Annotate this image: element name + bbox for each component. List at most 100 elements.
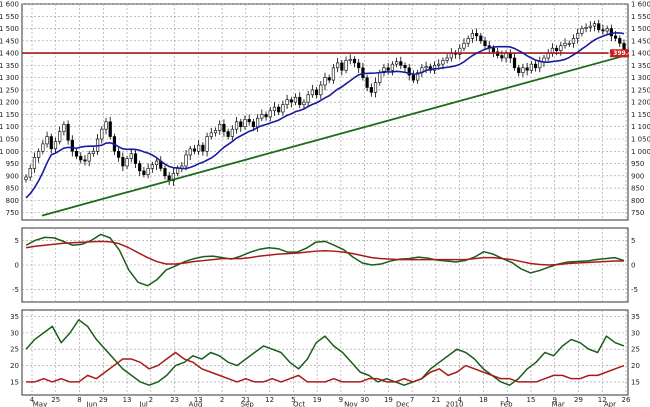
- y-tick-left-1-6: 1 300: [0, 74, 19, 82]
- candle-body-18: [100, 128, 104, 140]
- candle-body-89: [399, 61, 403, 66]
- x-day-label-11: 5: [291, 396, 295, 404]
- candle-body-121: [533, 63, 538, 69]
- y-tick-right-3-0: 35: [631, 313, 640, 321]
- candle-body-103: [458, 47, 462, 55]
- y-tick-right-1-2: 1 500: [631, 25, 650, 33]
- y-tick-left-3-1: 30: [10, 329, 19, 337]
- candle-body-119: [525, 67, 529, 71]
- x-month-label-0: May: [33, 401, 47, 407]
- y-tick-right-1-9: 1 150: [631, 111, 650, 119]
- series-line-2-1: [25, 240, 624, 266]
- candle-body-3: [37, 150, 41, 158]
- candle-body-52: [243, 119, 247, 128]
- candle-body-96: [428, 66, 432, 71]
- x-day-label-20: 1: [505, 396, 509, 404]
- x-day-label-2: 8: [77, 396, 81, 404]
- candle-body-58: [268, 110, 272, 118]
- candle-body-5: [45, 136, 49, 145]
- candle-body-13: [79, 155, 83, 161]
- candle-body-75: [340, 62, 344, 71]
- candle-body-78: [352, 58, 357, 64]
- candle-body-100: [445, 57, 449, 61]
- candle-body-122: [538, 61, 542, 69]
- candle-body-77: [348, 58, 352, 61]
- candle-body-28: [142, 170, 146, 175]
- candle-body-134: [588, 25, 592, 28]
- y-tick-right-1-13: 950: [631, 160, 644, 168]
- y-tick-left-1-8: 1 200: [0, 99, 19, 107]
- y-tick-left-1-11: 1 050: [0, 136, 19, 144]
- candle-body-72: [327, 77, 331, 81]
- candle-body-132: [580, 28, 584, 34]
- x-month-label-1: Jun: [85, 401, 97, 407]
- x-day-label-0: 4: [30, 396, 35, 404]
- candle-body-93: [416, 72, 420, 81]
- candle-body-51: [239, 121, 243, 128]
- y-tick-right-1-4: 1 400: [631, 50, 650, 58]
- candle-body-45: [213, 130, 218, 134]
- candle-body-70: [319, 84, 323, 96]
- x-day-label-6: 23: [170, 396, 179, 404]
- y-tick-left-3-2: 25: [10, 346, 19, 354]
- candle-body-120: [529, 63, 533, 71]
- x-month-label-9: Feb: [500, 401, 513, 407]
- candle-body-0: [24, 176, 28, 180]
- candle-body-36: [176, 168, 180, 174]
- candle-body-127: [559, 45, 563, 51]
- candle-body-86: [386, 67, 390, 71]
- candle-body-16: [91, 150, 95, 155]
- candle-body-47: [222, 123, 226, 132]
- candle-body-22: [117, 150, 121, 158]
- y-tick-left-1-10: 1 100: [0, 123, 19, 131]
- candle-body-76: [344, 60, 348, 71]
- candle-body-136: [597, 23, 601, 31]
- y-tick-left-1-9: 1 150: [0, 111, 19, 119]
- candle-body-26: [133, 153, 138, 164]
- candle-body-27: [138, 163, 142, 172]
- series-line-2-0: [25, 233, 625, 287]
- x-day-label-4: 13: [123, 396, 132, 404]
- x-month-label-4: Sep: [241, 401, 255, 407]
- x-day-label-3: 29: [99, 396, 108, 404]
- candle-body-73: [331, 67, 336, 81]
- candle-body-113: [500, 55, 504, 59]
- candle-body-87: [390, 63, 394, 71]
- candle-body-8: [58, 131, 62, 142]
- x-month-label-10: Mar: [552, 401, 565, 407]
- candle-body-66: [302, 101, 306, 105]
- panel-frame-1: [21, 3, 629, 221]
- candle-body-7: [53, 141, 58, 150]
- candle-body-137: [601, 29, 605, 32]
- candle-body-67: [306, 94, 310, 103]
- candle-body-71: [323, 77, 327, 86]
- y-tick-left-1-15: 850: [6, 185, 19, 193]
- candle-body-1: [28, 168, 32, 178]
- x-day-label-12: 19: [313, 396, 322, 404]
- candle-body-106: [470, 33, 474, 39]
- candle-body-92: [411, 74, 416, 81]
- candle-body-68: [310, 89, 314, 96]
- candle-body-23: [121, 157, 125, 167]
- candle-body-108: [479, 35, 483, 42]
- x-day-label-16: 7: [410, 396, 414, 404]
- candle-body-49: [230, 128, 234, 137]
- x-month-label-11: Apr: [604, 401, 616, 407]
- candle-body-4: [41, 143, 45, 152]
- candle-body-40: [192, 148, 197, 152]
- y-tick-left-2-0: 5: [15, 237, 19, 245]
- y-tick-right-2-2: -5: [631, 286, 638, 294]
- last-price-label: 1 399.4: [607, 50, 632, 57]
- y-tick-right-1-16: 800: [631, 197, 644, 205]
- candle-body-50: [234, 121, 239, 130]
- y-tick-left-1-5: 1 350: [0, 62, 19, 70]
- candle-body-109: [483, 40, 487, 47]
- x-day-label-5: 2: [149, 396, 153, 404]
- x-day-label-14: 30: [360, 396, 369, 404]
- candle-body-12: [74, 150, 79, 157]
- candle-body-55: [256, 117, 260, 128]
- candle-body-131: [576, 33, 580, 39]
- candle-body-69: [314, 89, 319, 96]
- candle-body-38: [184, 154, 188, 167]
